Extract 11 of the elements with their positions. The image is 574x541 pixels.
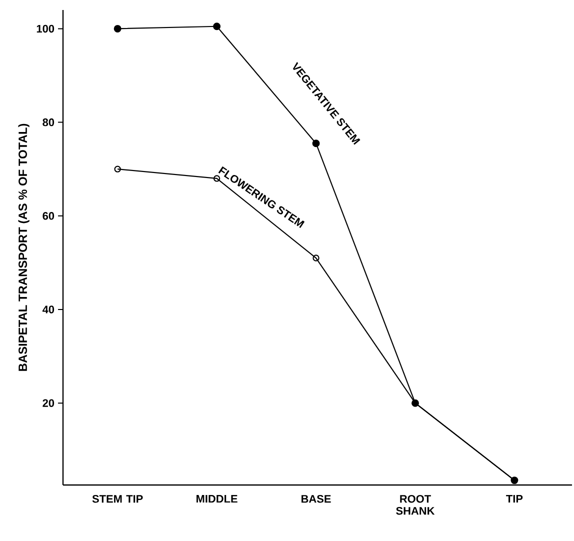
x-tick-label: STEM TIP <box>92 495 143 503</box>
x-tick-label: MIDDLE <box>196 495 238 503</box>
x-tick-label: ROOT SHANK <box>396 495 435 515</box>
x-tick-label: BASE <box>302 495 331 503</box>
y-tick-label: 40 <box>42 306 54 314</box>
y-axis-title: BASIPETAL TRANSPORT (AS % OF TOTAL) <box>18 124 30 371</box>
y-tick-label: 20 <box>42 399 54 407</box>
x-tick-label: TIP <box>506 495 523 503</box>
y-tick-label: 60 <box>42 212 54 220</box>
y-tick-label: 80 <box>42 118 54 126</box>
y-tick-label: 100 <box>36 24 54 33</box>
